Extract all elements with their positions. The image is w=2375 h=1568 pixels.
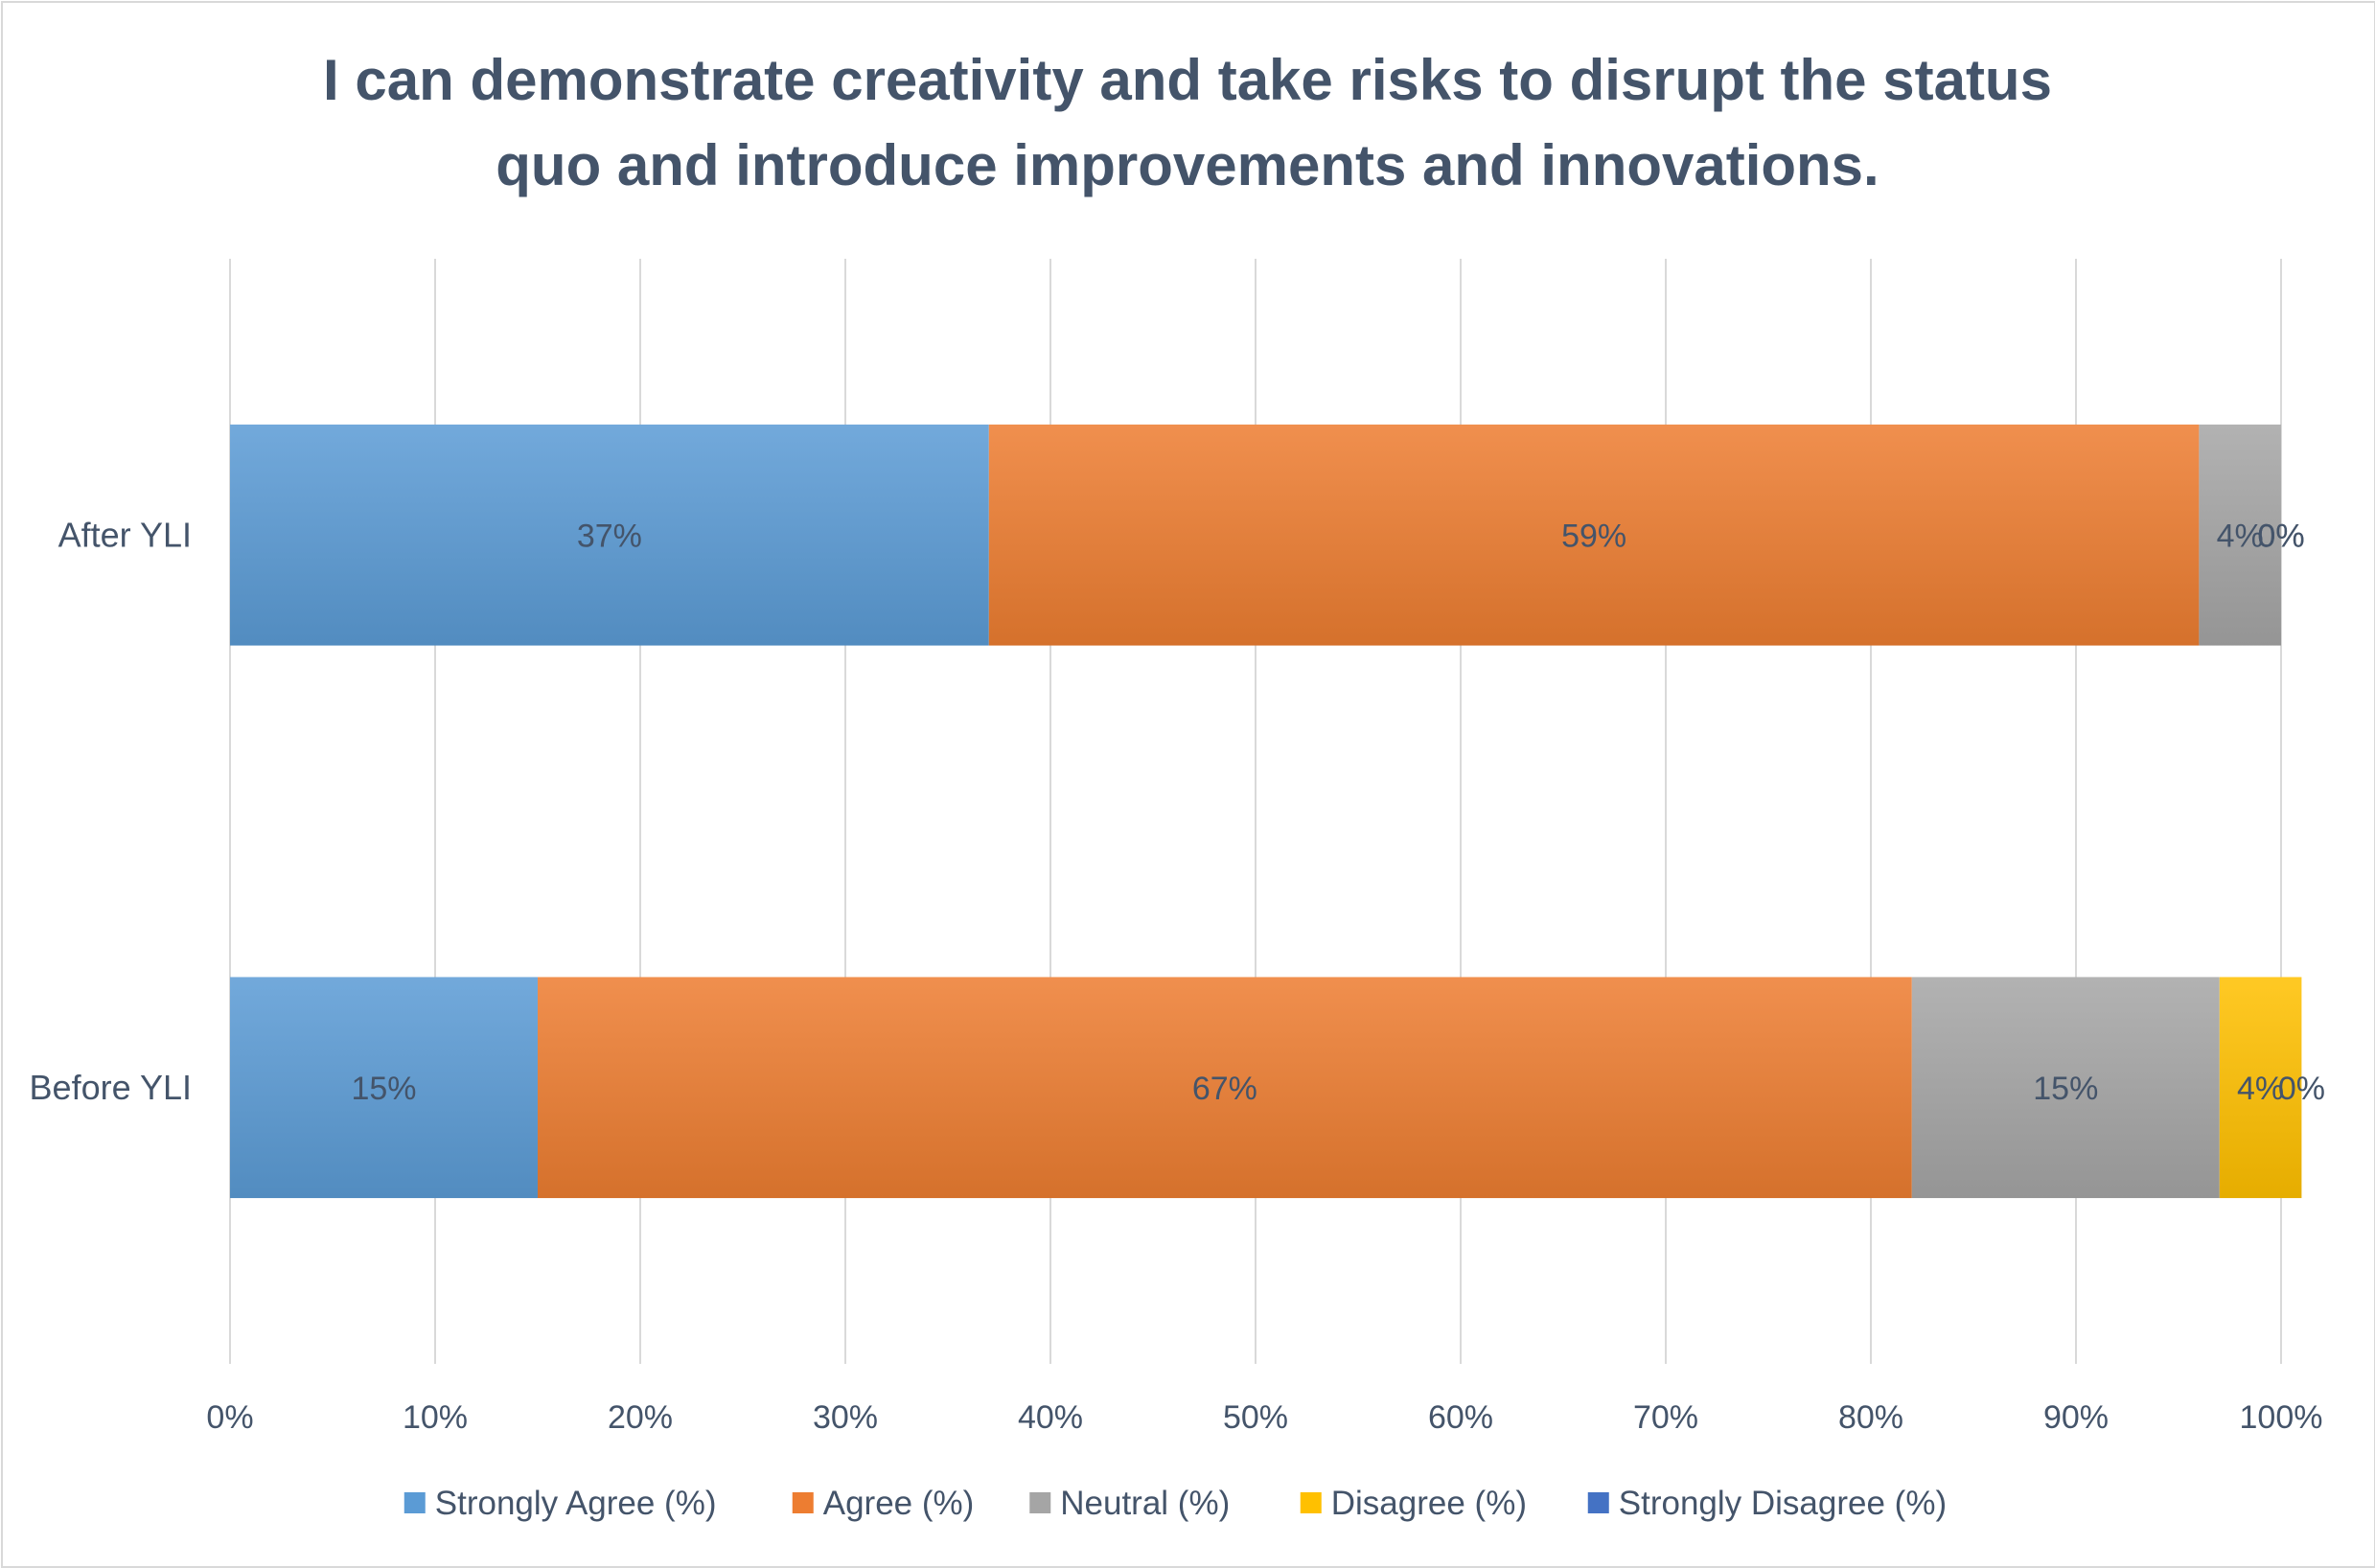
legend-label: Strongly Disagree (%) [1619, 1485, 1947, 1522]
data-label: 4% [2217, 518, 2264, 554]
data-label: 4% [2237, 1071, 2284, 1107]
data-label: 67% [1192, 1071, 1257, 1107]
data-label: 59% [1561, 518, 1626, 554]
y-category-label: Before YLI [30, 1068, 192, 1107]
legend-swatch [1587, 1492, 1609, 1513]
y-axis: After YLI Before YLI [30, 515, 192, 1107]
bar-segment [2199, 424, 2281, 646]
x-tick-label: 0% [206, 1399, 253, 1436]
data-label: 0% [2257, 518, 2304, 554]
bar-segment [230, 424, 989, 646]
legend: Strongly Agree (%) Agree (%) Neutral (%) Di… [404, 1485, 1947, 1522]
legend-label: Neutral (%) [1060, 1485, 1230, 1522]
x-tick-label: 40% [1018, 1399, 1083, 1436]
data-label: 0% [2257, 518, 2304, 554]
x-tick-label: 10% [403, 1399, 468, 1436]
data-label: 15% [2033, 1071, 2098, 1107]
legend-swatch [1300, 1492, 1322, 1513]
bar-segment [538, 977, 1912, 1199]
legend-swatch [1029, 1492, 1051, 1513]
x-tick-label: 20% [608, 1399, 673, 1436]
x-tick-label: 100% [2240, 1399, 2323, 1436]
legend-swatch [404, 1492, 426, 1513]
x-axis: 0% 10% 20% 30% 40% 50% 60% 70% 80% 90% 100% [206, 1399, 2322, 1436]
data-label: 37% [577, 518, 642, 554]
x-tick-label: 30% [813, 1399, 878, 1436]
x-tick-label: 80% [1838, 1399, 1903, 1436]
legend-swatch [792, 1492, 814, 1513]
data-label: 15% [351, 1071, 416, 1107]
x-tick-label: 90% [2043, 1399, 2109, 1436]
x-tick-label: 60% [1428, 1399, 1493, 1436]
legend-label: Disagree (%) [1331, 1485, 1527, 1522]
bar-segment [988, 424, 2200, 646]
legend-label: Strongly Agree (%) [435, 1485, 717, 1522]
bar-segment [2219, 977, 2302, 1199]
chart-title-line-1: I can demonstrate creativity and take ri… [323, 48, 2052, 112]
bar-segment [1911, 977, 2220, 1199]
y-category-label: After YLI [58, 515, 192, 554]
x-tick-label: 70% [1633, 1399, 1698, 1436]
plot-area: 37% 59% 4%0%0%15% 67% 15% 4%0% [230, 424, 2325, 1199]
x-tick-label: 50% [1223, 1399, 1288, 1436]
data-label: 0% [2278, 1071, 2325, 1107]
chart-title-line-2: quo and introduce improvements and innov… [496, 133, 1879, 197]
legend-label: Agree (%) [823, 1485, 975, 1522]
bar-segment [230, 977, 538, 1199]
